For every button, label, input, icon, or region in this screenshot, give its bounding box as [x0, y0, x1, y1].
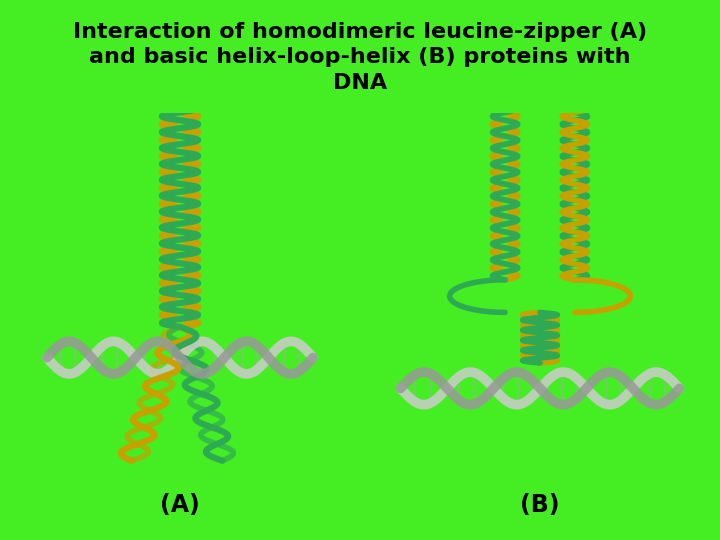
Text: Interaction of homodimeric leucine-zipper (A)
and basic helix-loop-helix (B) pro: Interaction of homodimeric leucine-zippe…: [73, 22, 647, 93]
Text: (A): (A): [160, 493, 200, 517]
Text: (B): (B): [521, 493, 559, 517]
